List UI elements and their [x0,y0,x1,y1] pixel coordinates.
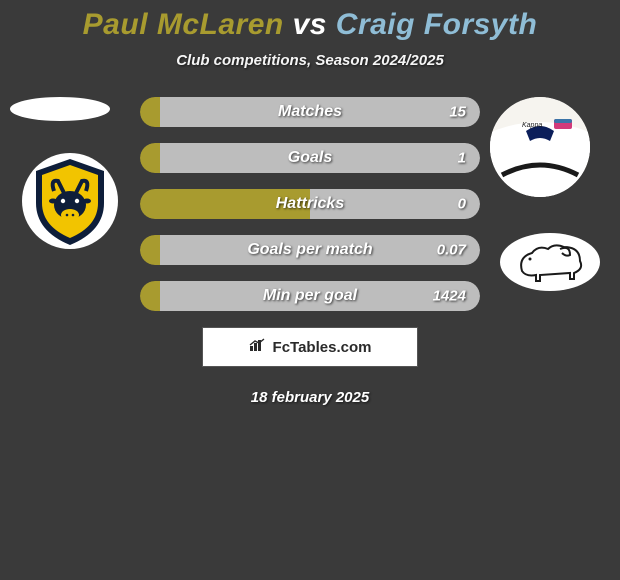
player1-crest [20,151,120,251]
comparison-card: Paul McLaren vs Craig Forsyth Club compe… [0,0,620,580]
page-title: Paul McLaren vs Craig Forsyth [0,0,620,42]
subtitle: Club competitions, Season 2024/2025 [0,52,620,69]
stat-row-mpg: Min per goal 1424 [140,281,480,311]
stat-row-matches: Matches 15 [140,97,480,127]
stat-label: Goals per match [140,241,480,259]
player1-portrait [10,97,110,121]
player1-name: Paul McLaren [83,8,284,41]
vs-text: vs [284,8,336,41]
stat-right-value: 0 [458,196,466,213]
svg-text:Kappa: Kappa [522,122,542,129]
stat-label: Matches [140,103,480,121]
stat-right-value: 1424 [433,288,466,305]
stat-row-goals: Goals 1 [140,143,480,173]
stat-bars: Matches 15 Goals 1 Hattricks 0 [140,97,480,311]
player2-portrait: Kappa [490,97,590,197]
source-badge-text: FcTables.com [273,339,372,356]
derby-crest-icon [500,233,600,291]
player2-name: Craig Forsyth [336,8,538,41]
player2-crest [500,233,600,291]
content-area: Kappa Matches 15 [0,97,620,406]
stat-label: Hattricks [140,195,480,213]
stat-row-hattricks: Hattricks 0 [140,189,480,219]
stat-row-gpm: Goals per match 0.07 [140,235,480,265]
stat-label: Goals [140,149,480,167]
stat-right-value: 0.07 [437,242,466,259]
stat-label: Min per goal [140,287,480,305]
stat-right-value: 1 [458,150,466,167]
oxford-crest-icon [20,151,120,251]
stat-right-value: 15 [449,104,466,121]
source-badge[interactable]: FcTables.com [202,327,418,367]
date-text: 18 february 2025 [0,389,620,406]
player2-shirt-icon: Kappa [490,97,590,197]
chart-icon [249,338,267,357]
